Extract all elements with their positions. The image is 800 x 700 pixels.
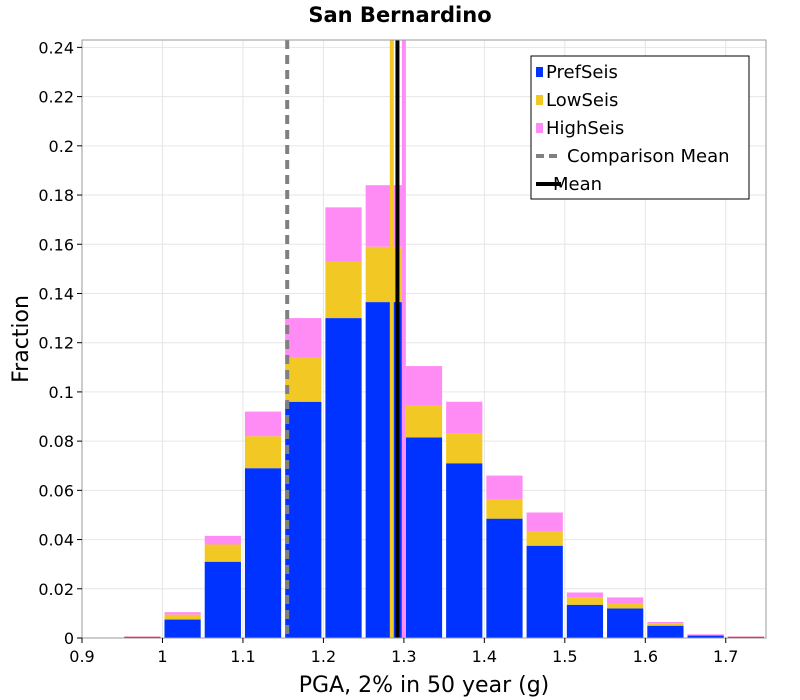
x-tick-label: 1.6: [633, 647, 658, 666]
y-tick-label: 0.12: [38, 334, 74, 353]
chart-title: San Bernardino: [308, 3, 491, 27]
bars: [124, 185, 764, 638]
y-tick-label: 0.08: [38, 432, 74, 451]
bar-prefseis: [647, 625, 684, 638]
y-tick-label: 0.2: [49, 137, 74, 156]
bar-prefseis: [325, 318, 362, 638]
bar-lowseis: [285, 357, 322, 402]
x-axis-ticks: 0.9 1 1.1 1.2 1.3 1.4 1.5 1.6 1.7: [69, 638, 738, 666]
bar-prefseis: [405, 437, 443, 638]
y-tick-label: 0.14: [38, 284, 74, 303]
bar-prefseis: [164, 619, 201, 638]
y-tick-label: 0.1: [49, 383, 74, 402]
bar-lowseis: [687, 635, 724, 636]
bar-prefseis: [727, 636, 764, 638]
bar-highseis: [727, 636, 764, 637]
x-tick-label: 1.3: [391, 647, 416, 666]
legend: PrefSeis LowSeis HighSeis Comparison Mean Me…: [530, 55, 750, 200]
y-tick-label: 0.06: [38, 481, 74, 500]
bar-highseis: [607, 597, 644, 604]
bar-highseis: [285, 318, 322, 358]
y-tick-label: 0.16: [38, 235, 74, 254]
legend-box: [530, 55, 750, 200]
bar-highseis: [204, 535, 241, 545]
legend-highseis-swatch: [536, 123, 543, 133]
legend-lowseis-label: LowSeis: [546, 90, 618, 111]
bar-highseis: [566, 592, 604, 598]
x-tick-label: 1.1: [230, 647, 255, 666]
legend-comparison-mean-label: Comparison Mean: [567, 146, 730, 167]
bar-prefseis: [446, 463, 483, 638]
bar-highseis: [446, 401, 483, 434]
plot-frame: [81, 39, 767, 639]
y-tick-label: 0.24: [38, 38, 74, 57]
vertical-lines: [285, 40, 406, 638]
bar-highseis: [325, 207, 362, 262]
bar-highseis: [124, 636, 161, 637]
bar-highseis: [486, 475, 523, 499]
bar-prefseis: [285, 401, 322, 638]
legend-prefseis-swatch: [536, 67, 543, 77]
bar-prefseis: [244, 468, 282, 638]
legend-mean-label: Mean: [553, 174, 602, 195]
x-tick-label: 1.7: [713, 647, 738, 666]
bar-lowseis: [204, 544, 241, 562]
y-axis-ticks: 0 0.02 0.04 0.06 0.08 0.1 0.12 0.14 0.16 0.18 0.2 0…: [38, 38, 82, 648]
bar-prefseis: [687, 635, 724, 638]
bar-lowseis: [405, 405, 443, 438]
y-tick-label: 0.18: [38, 186, 74, 205]
bar-highseis: [687, 634, 724, 636]
x-tick-label: 1: [157, 647, 167, 666]
bar-lowseis: [566, 597, 604, 605]
bar-lowseis: [446, 433, 483, 464]
y-tick-label: 0: [64, 629, 74, 648]
legend-highseis-label: HighSeis: [546, 118, 624, 139]
x-tick-label: 1.2: [311, 647, 336, 666]
bar-lowseis: [647, 623, 684, 626]
y-tick-label: 0.04: [38, 531, 74, 550]
y-tick-label: 0.02: [38, 580, 74, 599]
x-tick-label: 0.9: [69, 647, 94, 666]
legend-prefseis-label: PrefSeis: [546, 62, 618, 83]
x-axis-label: PGA, 2% in 50 year (g): [299, 673, 550, 698]
bar-lowseis: [607, 603, 644, 609]
x-tick-label: 1.5: [552, 647, 577, 666]
bar-lowseis: [486, 498, 523, 519]
bar-lowseis: [164, 614, 201, 620]
bar-prefseis: [124, 636, 161, 638]
bar-prefseis: [204, 561, 241, 638]
bar-lowseis: [244, 436, 282, 469]
legend-lowseis-swatch: [536, 95, 543, 105]
bar-highseis: [405, 366, 443, 406]
bar-prefseis: [607, 608, 644, 638]
bar-highseis: [526, 512, 563, 531]
y-tick-label: 0.22: [38, 88, 74, 107]
x-tick-label: 1.4: [472, 647, 497, 666]
bar-highseis: [244, 411, 282, 437]
bar-highseis: [164, 612, 201, 615]
bar-prefseis: [486, 518, 523, 638]
bar-highseis: [647, 622, 684, 624]
bar-lowseis: [526, 530, 563, 546]
bar-prefseis: [526, 545, 563, 638]
bar-prefseis: [566, 604, 604, 638]
y-axis-label: Fraction: [9, 295, 34, 383]
bar-lowseis: [325, 261, 362, 319]
